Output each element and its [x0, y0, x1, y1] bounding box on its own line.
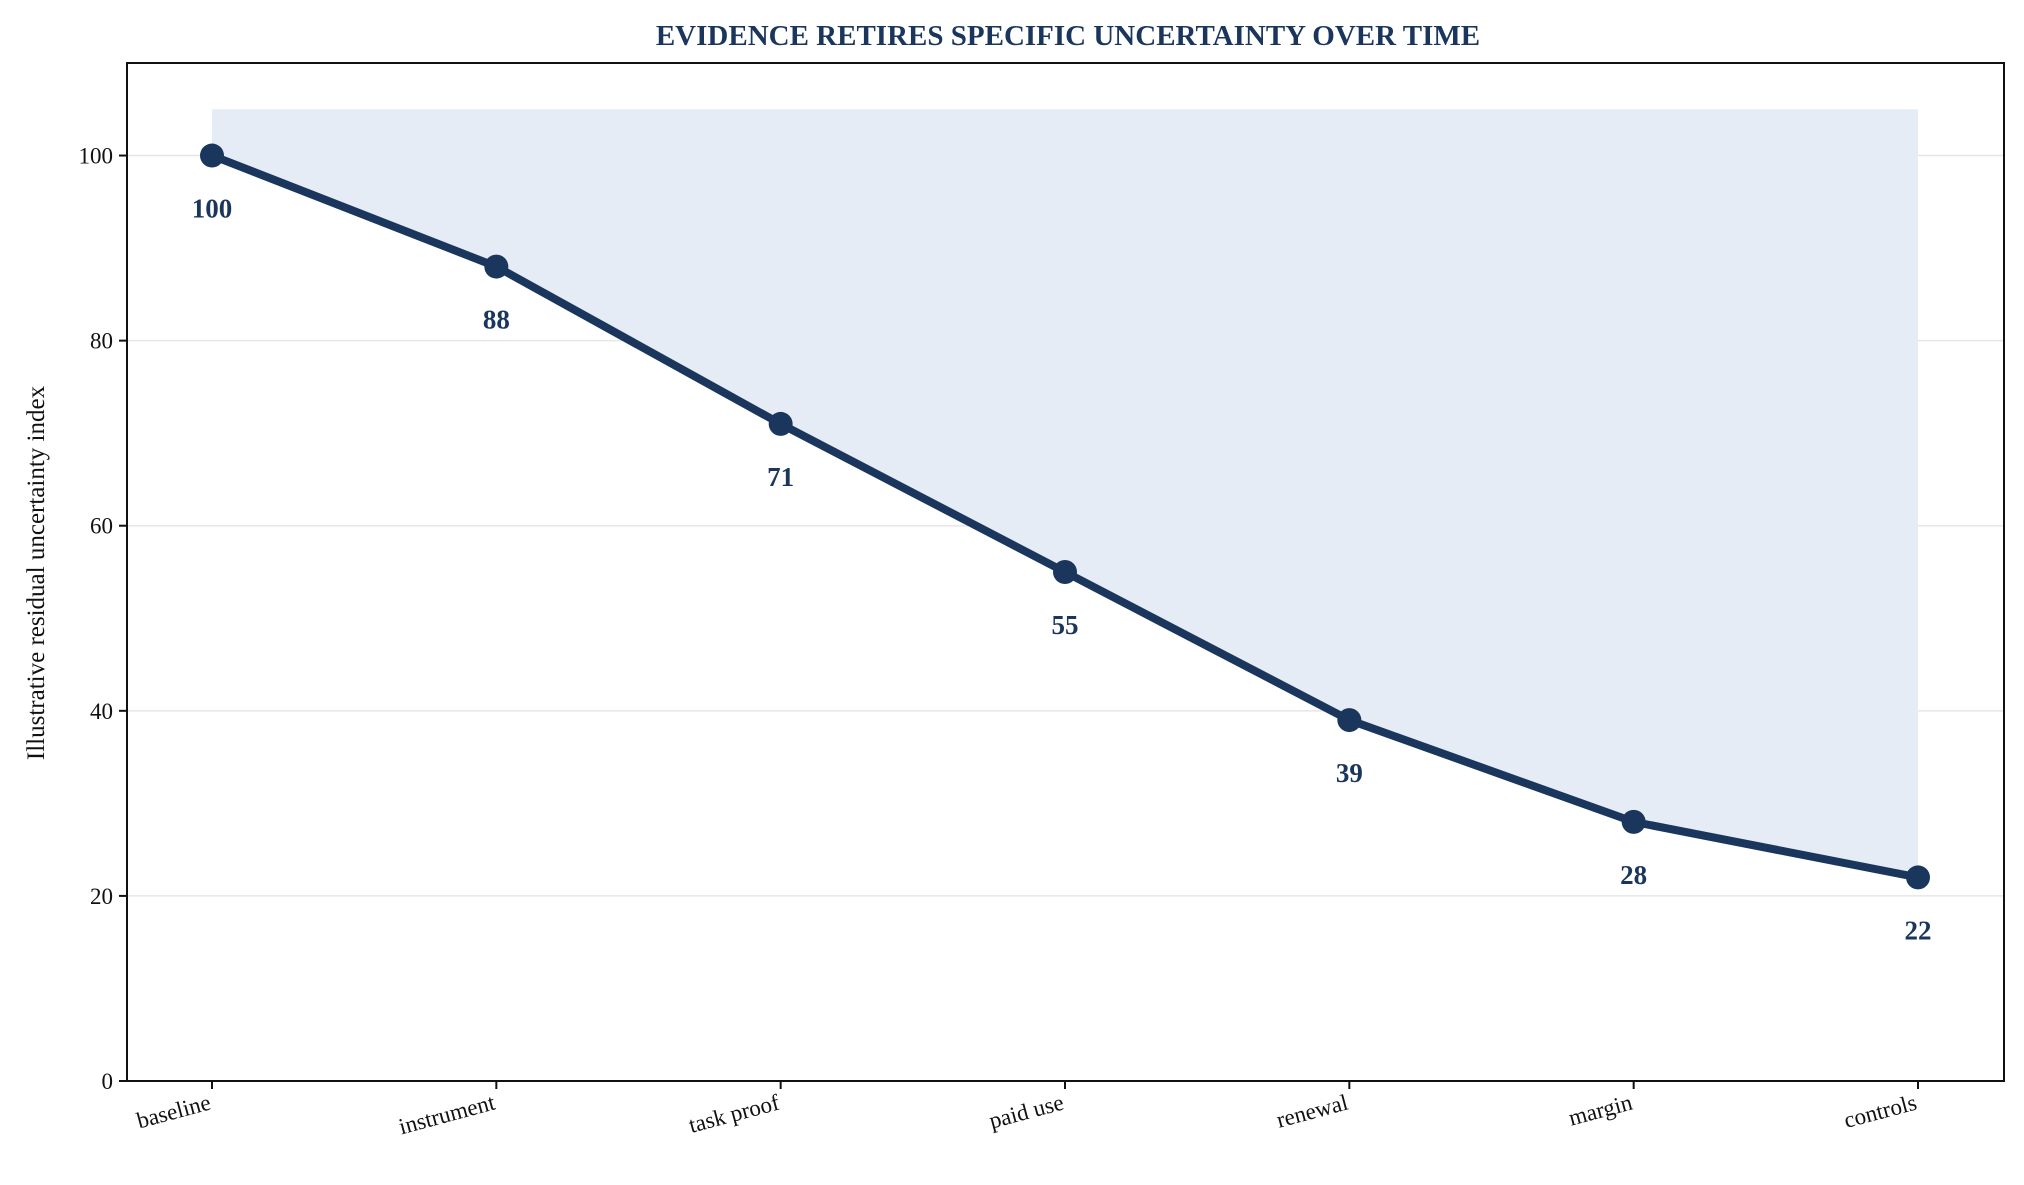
data-point-4: [1337, 708, 1362, 733]
chart-title: EVIDENCE RETIRES SPECIFIC UNCERTAINTY OV…: [656, 20, 1480, 52]
x-tick-label-6: controls: [1841, 1090, 1919, 1133]
x-tick-label-0: baseline: [134, 1090, 213, 1134]
data-point-1: [484, 254, 509, 279]
data-label-0: 100: [192, 194, 233, 224]
data-label-1: 88: [483, 305, 510, 335]
data-label-4: 39: [1336, 758, 1363, 788]
data-point-0: [200, 143, 224, 168]
uncertainty-band: [212, 109, 1918, 878]
y-tick-label-0: 0: [102, 1069, 114, 1094]
x-tick-label-4: renewal: [1274, 1090, 1351, 1133]
y-tick-label-20: 20: [90, 884, 113, 909]
data-point-6: [1906, 865, 1930, 890]
plot-area: 0 20 40 60 80 100 baseline instrument task proof…: [79, 62, 2005, 1140]
data-label-5: 28: [1620, 860, 1647, 890]
data-point-3: [1053, 560, 1077, 584]
data-label-3: 55: [1052, 610, 1079, 640]
data-point-2: [768, 411, 793, 436]
data-label-2: 71: [767, 462, 794, 492]
x-tick-label-5: margin: [1566, 1090, 1635, 1131]
y-tick-label-100: 100: [79, 144, 114, 169]
x-tick-label-1: instrument: [396, 1090, 498, 1140]
data-point-5: [1621, 809, 1646, 834]
y-tick-label-60: 60: [90, 514, 113, 539]
x-tick-label-2: task proof: [686, 1090, 782, 1138]
y-axis-label: Illustrative residual uncertainty index: [23, 385, 50, 760]
y-tick-label-80: 80: [90, 329, 113, 354]
x-tick-label-3: paid use: [986, 1090, 1066, 1134]
y-tick-label-40: 40: [90, 699, 113, 724]
data-label-6: 22: [1905, 915, 1932, 945]
